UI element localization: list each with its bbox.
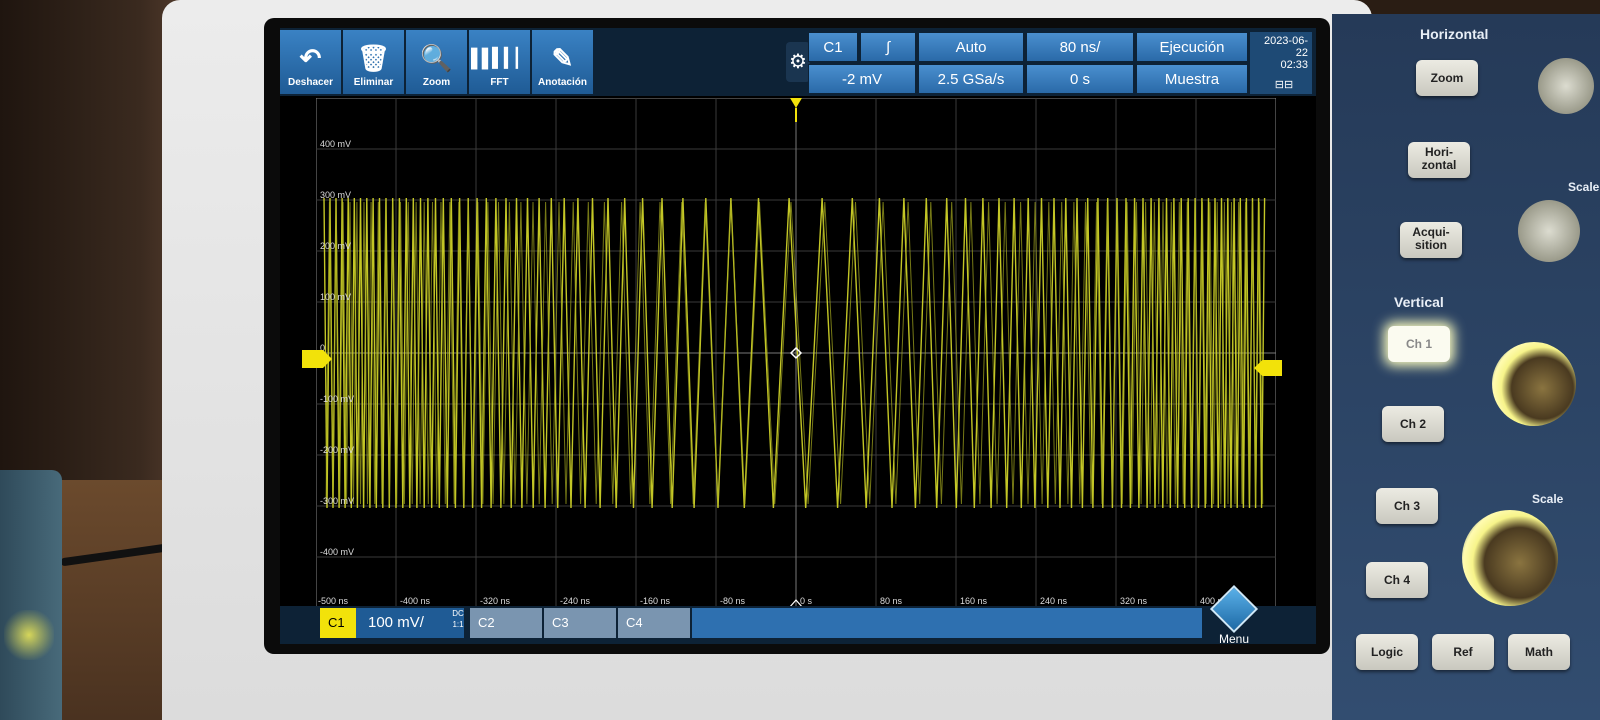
trigger-level-marker[interactable] xyxy=(1254,360,1282,376)
zoom-icon: 🔍 xyxy=(420,43,453,73)
math-hw-button[interactable]: Math xyxy=(1508,634,1570,670)
x-axis-label: -500 ns xyxy=(318,596,349,606)
ch1-hw-button[interactable]: Ch 1 xyxy=(1388,326,1450,362)
channel-bar-empty xyxy=(692,608,1202,638)
ch1-tab[interactable]: C1 xyxy=(320,608,356,638)
logic-hw-button[interactable]: Logic xyxy=(1356,634,1418,670)
y-axis-label: -200 mV xyxy=(320,445,354,455)
ch1-scale[interactable]: 100 mV/ xyxy=(356,608,464,638)
y-axis-label: -300 mV xyxy=(320,496,354,506)
settings-gear-icon[interactable]: ⚙ xyxy=(786,42,810,82)
trigger-slope[interactable]: ∫ xyxy=(860,32,916,62)
y-axis-label: 100 mV xyxy=(320,292,351,302)
waveform-trace-persistence xyxy=(325,201,1264,505)
y-axis-label: -400 mV xyxy=(320,547,354,557)
ch1-coupling-text: DC xyxy=(452,609,464,618)
horizontal-title: Horizontal xyxy=(1420,26,1489,42)
oscilloscope-screen: ↶ Deshacer 🗑 Eliminar 🔍 Zoom ▌▌▍▎▏ FFT ✎… xyxy=(280,28,1316,644)
run-state[interactable]: Ejecución xyxy=(1136,32,1248,62)
sample-rate[interactable]: 2.5 GSa/s xyxy=(918,64,1024,94)
undo-label: Deshacer xyxy=(287,77,334,88)
network-icon: ⊟⊟ xyxy=(1274,79,1294,91)
graticule-svg: 400 mV 300 mV 200 mV 100 mV 0 -100 mV -200 mV -… xyxy=(316,98,1276,608)
y-axis-label: 400 mV xyxy=(320,139,351,149)
ch3-tab[interactable]: C3 xyxy=(544,608,616,638)
trigger-level[interactable]: -2 mV xyxy=(808,64,916,94)
undo-icon: ↶ xyxy=(299,43,322,73)
scale-label-top: Scale xyxy=(1568,180,1600,194)
trash-icon: 🗑 xyxy=(356,43,390,73)
bottom-trigger-marker xyxy=(788,599,804,608)
vertical-title: Vertical xyxy=(1394,294,1444,310)
probe-device xyxy=(0,470,62,720)
x-axis-label: 0 s xyxy=(800,596,813,606)
delete-label: Eliminar xyxy=(353,77,394,88)
annotation-label: Anotación xyxy=(538,77,587,88)
waveform-graticule[interactable]: 400 mV 300 mV 200 mV 100 mV 0 -100 mV -200 mV -… xyxy=(316,98,1276,608)
fft-button[interactable]: ▌▌▍▎▏ FFT xyxy=(469,30,531,94)
acquisition-hw-button[interactable]: Acqui- sition xyxy=(1400,222,1462,258)
fft-icon: ▌▌▍▎▏ xyxy=(470,48,530,68)
x-axis-label: -400 ns xyxy=(400,596,431,606)
fft-label: FFT xyxy=(490,77,509,88)
acquisition-mode[interactable]: Muestra xyxy=(1136,64,1248,94)
control-panel: Horizontal Zoom Hori- zontal Scale Acqui… xyxy=(1332,14,1600,720)
trigger-position-marker[interactable] xyxy=(790,98,802,108)
waveform-trace xyxy=(323,197,1266,509)
x-axis-label: -80 ns xyxy=(720,596,746,606)
x-axis-label: -160 ns xyxy=(640,596,671,606)
y-axis-label: 0 xyxy=(320,343,325,353)
menu-logo-icon xyxy=(1209,584,1259,634)
x-axis-label: 240 ns xyxy=(1040,596,1068,606)
toolbar: ↶ Deshacer 🗑 Eliminar 🔍 Zoom ▌▌▍▎▏ FFT ✎… xyxy=(280,28,1316,96)
horizontal-position-knob[interactable] xyxy=(1538,58,1594,114)
horizontal-scale-knob[interactable] xyxy=(1518,200,1580,262)
probe-light xyxy=(4,610,54,660)
ch1-coupling: DC 1:1 xyxy=(448,608,468,638)
y-axis-label: 300 mV xyxy=(320,190,351,200)
horizontal-hw-label: Hori- zontal xyxy=(1421,145,1457,172)
ch1-position-knob[interactable] xyxy=(1492,342,1576,426)
ch1-ratio-text: 1:1 xyxy=(452,620,464,629)
undo-button[interactable]: ↶ Deshacer xyxy=(280,30,342,94)
x-axis-label: 80 ns xyxy=(880,596,903,606)
x-axis-label: 400 ns xyxy=(1200,596,1228,606)
delete-button[interactable]: 🗑 Eliminar xyxy=(343,30,405,94)
channel-bar: C1 100 mV/ DC 1:1 C2 C3 C4 Menu xyxy=(280,584,1316,644)
datetime-display: 2023-06-22 02:33 xyxy=(1250,32,1312,94)
ch4-hw-button[interactable]: Ch 4 xyxy=(1366,562,1428,598)
trigger-source[interactable]: C1 xyxy=(808,32,858,62)
acquisition-hw-label: Acqui- sition xyxy=(1412,225,1450,252)
x-axis-label: -240 ns xyxy=(560,596,591,606)
center-diamond-marker xyxy=(789,346,803,360)
ch2-hw-button[interactable]: Ch 2 xyxy=(1382,406,1444,442)
x-axis-label: 160 ns xyxy=(960,596,988,606)
zoom-label: Zoom xyxy=(422,77,451,88)
ch3-hw-button[interactable]: Ch 3 xyxy=(1376,488,1438,524)
time-text: 02:33 xyxy=(1280,59,1308,71)
pencil-icon: ✎ xyxy=(551,43,574,73)
timebase[interactable]: 80 ns/ xyxy=(1026,32,1134,62)
date-text: 2023-06-22 xyxy=(1263,35,1308,59)
ref-hw-button[interactable]: Ref xyxy=(1432,634,1494,670)
ch1-offset-marker[interactable] xyxy=(302,350,332,368)
horizontal-hw-button[interactable]: Hori- zontal xyxy=(1408,142,1470,178)
ch2-tab[interactable]: C2 xyxy=(470,608,542,638)
vertical-scale-knob[interactable] xyxy=(1462,510,1558,606)
y-axis-label: 200 mV xyxy=(320,241,351,251)
zoom-button[interactable]: 🔍 Zoom xyxy=(406,30,468,94)
scale-label-bottom: Scale xyxy=(1532,492,1564,506)
x-axis-label: -320 ns xyxy=(480,596,511,606)
zoom-hw-button[interactable]: Zoom xyxy=(1416,60,1478,96)
menu-label: Menu xyxy=(1218,632,1250,644)
trigger-mode[interactable]: Auto xyxy=(918,32,1024,62)
menu-button[interactable]: Menu xyxy=(1204,584,1264,644)
horizontal-position[interactable]: 0 s xyxy=(1026,64,1134,94)
y-axis-label: -100 mV xyxy=(320,394,354,404)
x-axis-label: 320 ns xyxy=(1120,596,1148,606)
annotation-button[interactable]: ✎ Anotación xyxy=(532,30,594,94)
ch4-tab[interactable]: C4 xyxy=(618,608,690,638)
